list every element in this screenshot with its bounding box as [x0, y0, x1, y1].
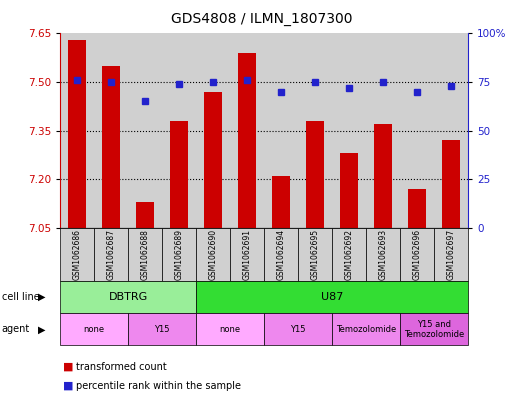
Text: GSM1062690: GSM1062690 [209, 229, 218, 280]
Text: GSM1062688: GSM1062688 [141, 229, 150, 280]
Text: GSM1062691: GSM1062691 [243, 229, 252, 280]
Text: GSM1062697: GSM1062697 [447, 229, 456, 280]
Text: GSM1062695: GSM1062695 [311, 229, 320, 280]
Text: GSM1062687: GSM1062687 [107, 229, 116, 280]
Text: ▶: ▶ [38, 292, 46, 302]
Bar [434, 33, 468, 228]
Bar [204, 92, 222, 228]
Text: Y15: Y15 [154, 325, 170, 334]
Text: DBTRG: DBTRG [108, 292, 148, 302]
Bar [332, 33, 366, 228]
Bar [136, 202, 154, 228]
Text: none: none [84, 325, 105, 334]
Text: percentile rank within the sample: percentile rank within the sample [76, 381, 241, 391]
Text: GSM1062686: GSM1062686 [73, 229, 82, 280]
Bar [102, 66, 120, 228]
Bar [230, 33, 264, 228]
Bar [264, 33, 298, 228]
Bar [162, 33, 196, 228]
Bar [170, 121, 188, 228]
Text: GSM1062689: GSM1062689 [175, 229, 184, 280]
Bar [60, 33, 94, 228]
Bar [94, 33, 128, 228]
Bar [272, 176, 290, 228]
Text: cell line: cell line [2, 292, 39, 302]
Text: GSM1062694: GSM1062694 [277, 229, 286, 280]
Text: ■: ■ [63, 381, 73, 391]
Bar [196, 33, 230, 228]
Bar [408, 189, 426, 228]
Text: GSM1062696: GSM1062696 [413, 229, 422, 280]
Text: ■: ■ [63, 362, 73, 372]
Text: GSM1062693: GSM1062693 [379, 229, 388, 280]
Bar [238, 53, 256, 228]
Text: Y15: Y15 [290, 325, 306, 334]
Text: Temozolomide: Temozolomide [336, 325, 396, 334]
Text: agent: agent [2, 324, 30, 334]
Bar [400, 33, 434, 228]
Bar [68, 40, 86, 228]
Bar [366, 33, 400, 228]
Text: none: none [220, 325, 241, 334]
Text: GDS4808 / ILMN_1807300: GDS4808 / ILMN_1807300 [170, 12, 353, 26]
Bar [306, 121, 324, 228]
Text: transformed count: transformed count [76, 362, 167, 372]
Bar [374, 124, 392, 228]
Text: U87: U87 [321, 292, 343, 302]
Text: GSM1062692: GSM1062692 [345, 229, 354, 280]
Bar [340, 153, 358, 228]
Text: ▶: ▶ [38, 324, 46, 334]
Bar [442, 140, 460, 228]
Bar [298, 33, 332, 228]
Bar [128, 33, 162, 228]
Text: Y15 and
Temozolomide: Y15 and Temozolomide [404, 320, 464, 339]
